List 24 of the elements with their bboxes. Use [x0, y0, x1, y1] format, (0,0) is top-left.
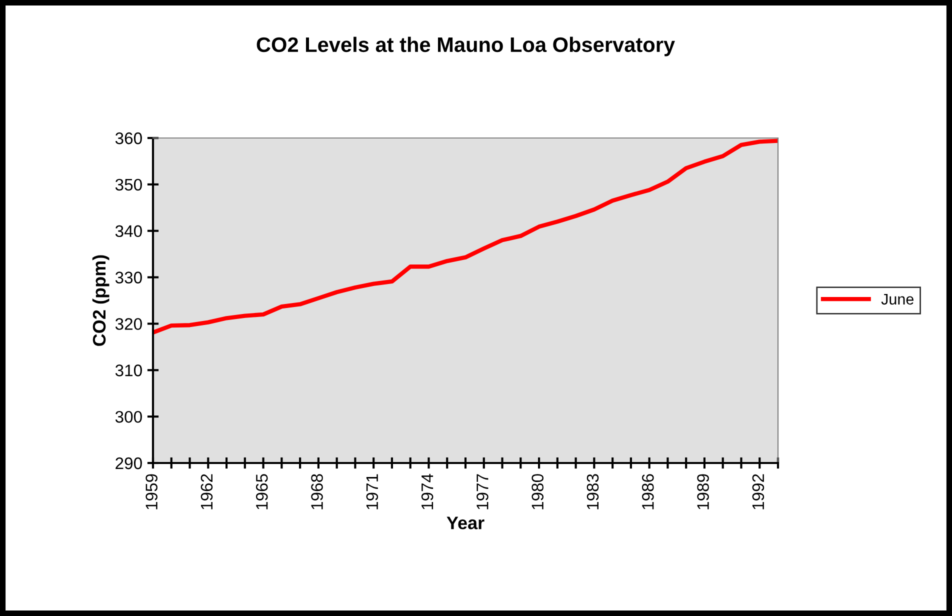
x-tick-label: 1962	[200, 474, 213, 510]
x-tick-label: 1983	[586, 474, 599, 510]
x-tick-label: 1986	[642, 474, 654, 510]
x-tick-label: 1971	[366, 474, 378, 510]
x-tick-label: 1977	[476, 474, 488, 510]
x-axis-title: Year	[446, 516, 484, 530]
y-tick-label: 340	[115, 225, 142, 238]
x-tick-label: 1968	[311, 474, 323, 510]
y-axis-title: CO2 (ppm)	[92, 255, 110, 346]
x-tick-label: 1989	[697, 474, 709, 510]
y-tick-label: 300	[115, 410, 142, 423]
x-tick-label: 1974	[421, 474, 434, 510]
legend-label: June	[881, 294, 914, 305]
x-tick-label: 1980	[532, 474, 544, 510]
y-tick-label: 330	[115, 272, 142, 284]
y-tick-label: 360	[115, 132, 142, 144]
x-tick-label: 1965	[256, 474, 268, 510]
y-tick-label: 320	[115, 318, 142, 330]
x-tick-label: 1959	[146, 474, 158, 510]
chart-title: CO2 Levels at the Mauno Loa Observatory	[256, 36, 675, 56]
y-tick-label: 290	[116, 457, 142, 470]
x-tick-label: 1992	[752, 474, 764, 510]
y-tick-label: 350	[115, 178, 142, 191]
y-tick-label: 310	[115, 364, 142, 376]
